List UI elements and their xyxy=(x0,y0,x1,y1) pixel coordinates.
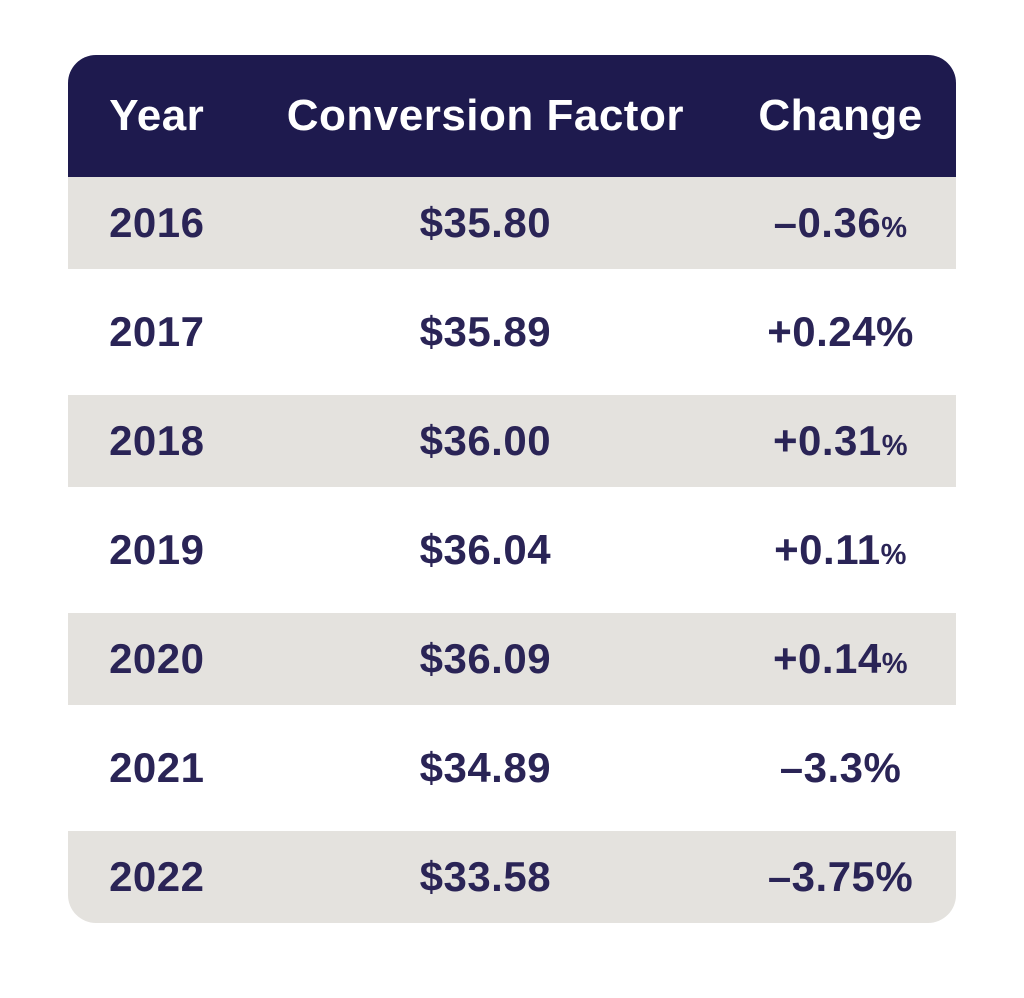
change-value: +0.11 xyxy=(774,526,881,573)
factor-cell: $35.89 xyxy=(419,308,552,355)
change-cell: –3.3% xyxy=(725,744,956,792)
change-cell: +0.31% xyxy=(725,417,956,465)
table-header-row: Year Conversion Factor Change xyxy=(68,55,956,177)
column-header-year: Year xyxy=(109,91,205,140)
year-cell: 2020 xyxy=(109,635,205,682)
percent-sign: % xyxy=(863,744,902,791)
year-cell: 2021 xyxy=(109,744,205,791)
change-cell: +0.11% xyxy=(725,526,956,574)
year-cell: 2016 xyxy=(109,199,205,246)
factor-cell: $36.09 xyxy=(419,635,552,682)
table-row: 2022 $33.58 –3.75% xyxy=(68,831,956,923)
change-cell: –0.36% xyxy=(725,199,956,247)
table-row: 2021 $34.89 –3.3% xyxy=(68,722,956,814)
change-value: +0.14 xyxy=(773,635,882,682)
change-value: –3.75 xyxy=(767,853,876,900)
change-value: +0.31 xyxy=(773,417,882,464)
column-header-conversion-factor: Conversion Factor xyxy=(286,91,684,140)
factor-cell: $36.04 xyxy=(419,526,552,573)
column-header-change: Change xyxy=(758,91,923,140)
year-cell: 2017 xyxy=(109,308,205,355)
year-cell: 2022 xyxy=(109,853,205,900)
change-value: +0.24 xyxy=(767,308,876,355)
percent-sign: % xyxy=(881,212,908,244)
change-cell: +0.24% xyxy=(725,308,956,356)
table-row: 2017 $35.89 +0.24% xyxy=(68,286,956,378)
factor-cell: $33.58 xyxy=(419,853,552,900)
percent-sign: % xyxy=(881,430,909,462)
factor-cell: $36.00 xyxy=(419,417,552,464)
percent-sign: % xyxy=(880,539,907,571)
change-cell: +0.14% xyxy=(725,635,956,683)
year-cell: 2018 xyxy=(109,417,205,464)
factor-cell: $35.80 xyxy=(419,199,552,246)
change-cell: –3.75% xyxy=(725,853,956,901)
percent-sign: % xyxy=(881,648,909,680)
table-row: 2020 $36.09 +0.14% xyxy=(68,613,956,705)
year-cell: 2019 xyxy=(109,526,205,573)
table-row: 2018 $36.00 +0.31% xyxy=(68,395,956,487)
change-value: –3.3 xyxy=(779,744,864,791)
percent-sign: % xyxy=(876,308,914,355)
change-value: –0.36 xyxy=(773,199,882,246)
table-row: 2016 $35.80 –0.36% xyxy=(68,177,956,269)
factor-cell: $34.89 xyxy=(419,744,552,791)
percent-sign: % xyxy=(875,853,914,900)
conversion-factor-table: Year Conversion Factor Change 2016 $35.8… xyxy=(68,55,956,923)
table-row: 2019 $36.04 +0.11% xyxy=(68,504,956,596)
